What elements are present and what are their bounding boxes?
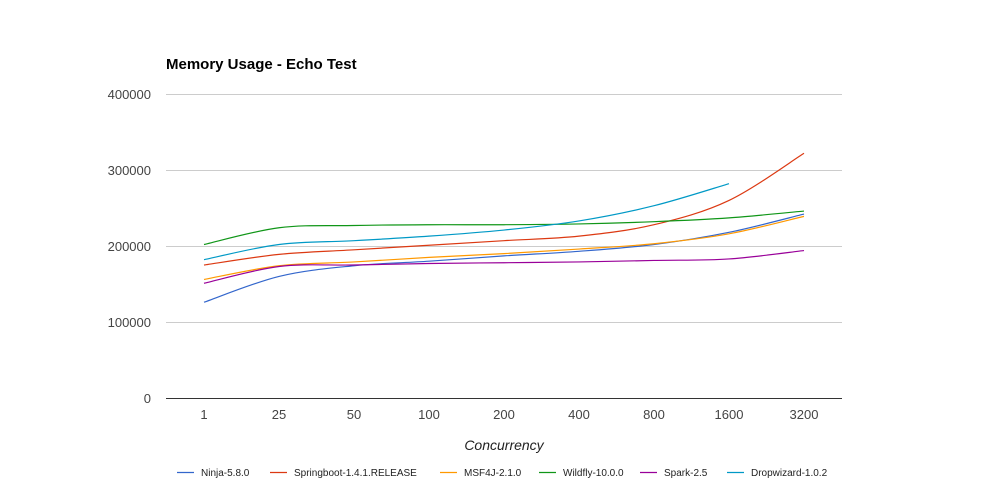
chart-title: Memory Usage - Echo Test <box>166 56 357 73</box>
series-line-dropwizard-1-0-2 <box>203 183 730 261</box>
series-line-msf4j-2-1-0 <box>203 215 805 281</box>
legend-item: Springboot-1.4.1.RELEASE <box>270 468 417 479</box>
legend-label: Wildfly-10.0.0 <box>563 468 624 479</box>
x-tick-label: 25 <box>272 407 286 422</box>
legend-item: Spark-2.5 <box>640 468 708 479</box>
legend: Ninja-5.8.0 Springboot-1.4.1.RELEASE MSF4J… <box>177 468 828 479</box>
x-tick-label: 1600 <box>715 407 744 422</box>
series-line-wildfly-10-0-0 <box>203 210 805 246</box>
x-axis-ticks: 1 25 50 100 200 400 800 1600 3200 <box>200 407 818 422</box>
legend-item: Dropwizard-1.0.2 <box>727 468 828 479</box>
legend-label: Spark-2.5 <box>664 468 708 479</box>
y-tick-label: 400000 <box>108 87 151 102</box>
legend-label: Springboot-1.4.1.RELEASE <box>294 468 417 479</box>
y-tick-label: 0 <box>144 391 151 406</box>
gridlines <box>166 94 842 399</box>
x-tick-label: 1 <box>200 407 207 422</box>
y-axis-ticks: 0 100000 200000 300000 400000 <box>108 87 151 406</box>
y-tick-label: 100000 <box>108 315 151 330</box>
legend-item: Wildfly-10.0.0 <box>539 468 624 479</box>
series-line-ninja-5-8-0 <box>203 213 805 303</box>
x-tick-label: 400 <box>568 407 590 422</box>
legend-label: MSF4J-2.1.0 <box>464 468 522 479</box>
legend-label: Ninja-5.8.0 <box>201 468 250 479</box>
x-tick-label: 3200 <box>790 407 819 422</box>
x-tick-label: 50 <box>347 407 361 422</box>
x-tick-label: 200 <box>493 407 515 422</box>
legend-label: Dropwizard-1.0.2 <box>751 468 828 479</box>
x-tick-label: 800 <box>643 407 665 422</box>
x-tick-label: 100 <box>418 407 440 422</box>
series-line-spark-2-5 <box>203 249 805 284</box>
legend-item: Ninja-5.8.0 <box>177 468 250 479</box>
series-lines <box>203 152 805 303</box>
x-axis-label: Concurrency <box>464 437 544 453</box>
y-tick-label: 300000 <box>108 163 151 178</box>
series-line-springboot-1-4-1-release <box>203 152 805 266</box>
legend-item: MSF4J-2.1.0 <box>440 468 522 479</box>
y-tick-label: 200000 <box>108 239 151 254</box>
